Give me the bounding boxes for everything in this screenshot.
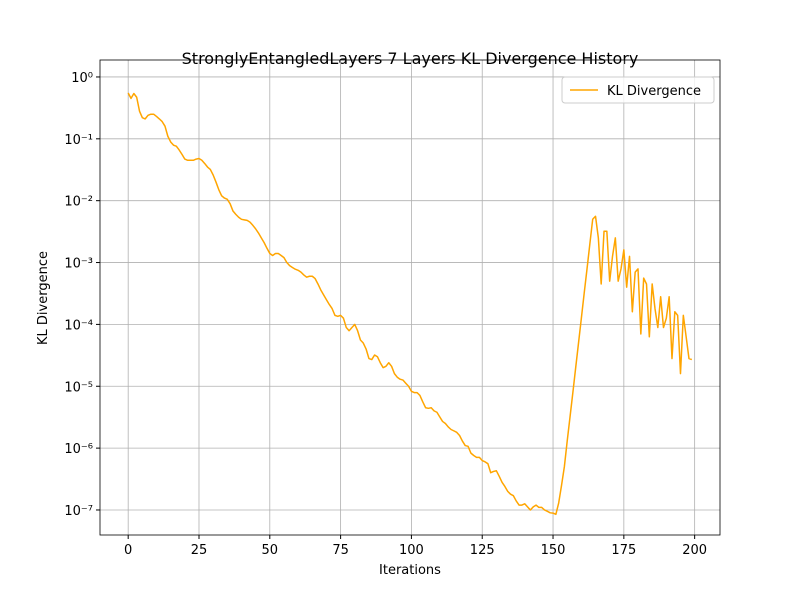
y-tick-label: 10⁻³ xyxy=(64,257,93,272)
x-tick-label: 100 xyxy=(399,543,424,558)
y-tick-label: 10⁻⁵ xyxy=(64,380,93,395)
x-axis-label: Iterations xyxy=(379,563,441,578)
x-tick-label: 125 xyxy=(470,543,495,558)
legend-box xyxy=(561,76,715,104)
x-tick-label: 150 xyxy=(541,543,566,558)
y-tick-label: 10⁻² xyxy=(64,195,93,210)
y-tick-label: 10⁻⁶ xyxy=(64,442,93,457)
y-tick-label: 10⁻¹ xyxy=(64,133,93,148)
x-tick-label: 25 xyxy=(191,543,208,558)
x-tick-label: 175 xyxy=(611,543,636,558)
plot-frame xyxy=(99,59,721,536)
legend-label: KL Divergence xyxy=(607,84,701,99)
x-tick-label: 50 xyxy=(262,543,279,558)
chart-title: StronglyEntangledLayers 7 Layers KL Dive… xyxy=(182,49,639,68)
x-tick-label: 200 xyxy=(682,543,707,558)
y-tick-label: 10⁰ xyxy=(71,71,93,86)
y-tick-label: 10⁻⁷ xyxy=(64,504,93,519)
y-tick-label: 10⁻⁴ xyxy=(64,318,93,333)
x-tick-label: 0 xyxy=(124,543,132,558)
y-axis-label: KL Divergence xyxy=(36,251,51,345)
data-line xyxy=(127,92,693,516)
x-tick-label: 75 xyxy=(332,543,349,558)
